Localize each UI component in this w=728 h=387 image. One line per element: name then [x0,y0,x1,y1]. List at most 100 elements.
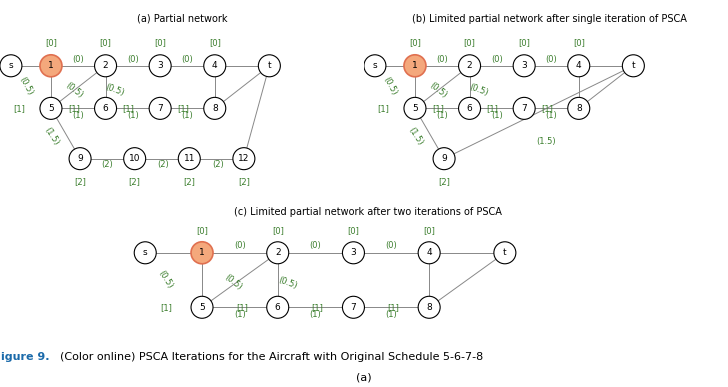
Text: 12: 12 [238,154,250,163]
Text: [0]: [0] [272,226,284,235]
Text: s: s [143,248,148,257]
Ellipse shape [95,98,116,119]
Text: 7: 7 [521,104,527,113]
Text: [1]: [1] [236,303,248,312]
Ellipse shape [404,55,426,77]
Text: (0): (0) [436,55,448,63]
Text: (2): (2) [157,160,169,169]
Text: igure 9.: igure 9. [1,352,50,362]
Text: [1]: [1] [68,104,80,113]
Text: (1): (1) [385,310,397,319]
Text: [0]: [0] [100,38,111,47]
Text: t: t [503,248,507,257]
Text: 3: 3 [521,61,527,70]
Text: 11: 11 [183,154,195,163]
Text: [0]: [0] [423,226,435,235]
Ellipse shape [494,242,516,264]
Text: (Color online) PSCA Iterations for the Aircraft with Original Schedule 5-6-7-8: (Color online) PSCA Iterations for the A… [53,352,483,362]
Text: (0): (0) [127,55,139,63]
Text: [1]: [1] [178,104,189,113]
Text: [1]: [1] [387,303,399,312]
Text: (0.5): (0.5) [277,275,298,290]
Ellipse shape [266,296,289,318]
Ellipse shape [204,55,226,77]
Ellipse shape [404,98,426,119]
Text: (1): (1) [181,111,194,120]
Ellipse shape [459,98,480,119]
Text: [1]: [1] [160,303,172,312]
Text: (0.5): (0.5) [381,75,399,97]
Ellipse shape [568,55,590,77]
Text: (c) Limited partial network after two iterations of PSCA: (c) Limited partial network after two it… [234,207,502,217]
Ellipse shape [418,242,440,264]
Ellipse shape [204,98,226,119]
Text: [0]: [0] [209,38,221,47]
Text: [2]: [2] [74,177,86,187]
Text: t: t [632,61,635,70]
Ellipse shape [134,242,157,264]
Ellipse shape [69,148,91,170]
Text: [1]: [1] [487,104,499,113]
Ellipse shape [459,55,480,77]
Text: 8: 8 [576,104,582,113]
Ellipse shape [513,55,535,77]
Text: (2): (2) [101,160,114,169]
Ellipse shape [342,296,365,318]
Text: (0.5): (0.5) [468,82,489,98]
Ellipse shape [433,148,455,170]
Text: (1.5): (1.5) [537,137,555,146]
Text: (1): (1) [127,111,139,120]
Text: [0]: [0] [45,38,57,47]
Text: (0.5): (0.5) [222,273,243,292]
Text: 6: 6 [467,104,472,113]
Text: (0): (0) [234,241,246,250]
Text: (0): (0) [491,55,503,63]
Text: [1]: [1] [14,104,25,113]
Ellipse shape [40,55,62,77]
Text: 7: 7 [157,104,163,113]
Text: (0.5): (0.5) [64,80,85,99]
Text: 2: 2 [467,61,472,70]
Text: 1: 1 [48,61,54,70]
Ellipse shape [513,98,535,119]
Text: (0): (0) [545,55,558,63]
Text: 5: 5 [48,104,54,113]
Text: [2]: [2] [238,177,250,187]
Ellipse shape [418,296,440,318]
Text: (0.5): (0.5) [17,75,35,97]
Text: s: s [9,61,13,70]
Ellipse shape [266,242,289,264]
Text: 5: 5 [412,104,418,113]
Text: [2]: [2] [129,177,141,187]
Ellipse shape [364,55,386,77]
Ellipse shape [124,148,146,170]
Ellipse shape [149,98,171,119]
Text: [1]: [1] [432,104,444,113]
Text: (0): (0) [181,55,194,63]
Text: (0.5): (0.5) [156,269,174,290]
Text: 4: 4 [212,61,218,70]
Text: [1]: [1] [542,104,553,113]
Text: [0]: [0] [409,38,421,47]
Ellipse shape [191,296,213,318]
Text: 1: 1 [199,248,205,257]
Ellipse shape [568,98,590,119]
Text: [2]: [2] [438,177,450,187]
Ellipse shape [149,55,171,77]
Text: (a): (a) [356,372,372,382]
Text: t: t [268,61,271,70]
Text: (1): (1) [309,310,322,319]
Text: 10: 10 [129,154,141,163]
Text: 1: 1 [412,61,418,70]
Text: (0.5): (0.5) [104,82,125,98]
Ellipse shape [95,55,116,77]
Text: 3: 3 [157,61,163,70]
Text: (1): (1) [491,111,503,120]
Text: [0]: [0] [464,38,475,47]
Text: [1]: [1] [378,104,389,113]
Text: [0]: [0] [518,38,530,47]
Text: (1): (1) [436,111,448,120]
Ellipse shape [258,55,280,77]
Text: 3: 3 [351,248,356,257]
Ellipse shape [622,55,644,77]
